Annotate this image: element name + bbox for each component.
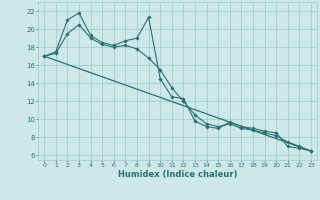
- X-axis label: Humidex (Indice chaleur): Humidex (Indice chaleur): [118, 170, 237, 179]
